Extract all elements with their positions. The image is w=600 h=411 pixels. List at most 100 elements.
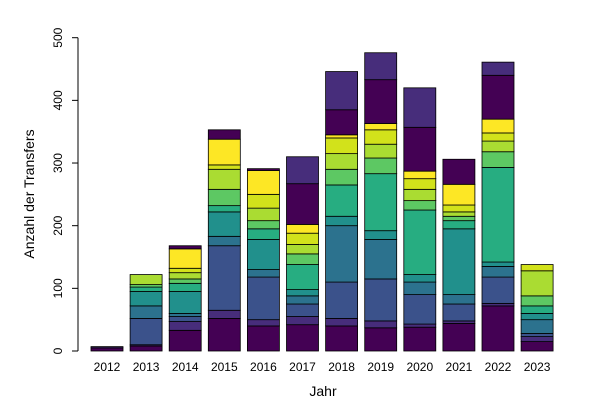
bar-segment-2016-3: [246, 269, 280, 278]
bar-segment-2021-3: [442, 294, 476, 305]
bar-segment-2018-7: [325, 153, 359, 170]
y-tick-label-200: 200: [51, 215, 65, 235]
bars-group: [90, 52, 554, 352]
y-tick-label-0: 0: [51, 347, 65, 354]
bar-segment-2018-3: [325, 225, 359, 283]
bar-segment-2022-2: [481, 276, 515, 304]
bar-segment-2017-8: [286, 232, 319, 245]
bar-segment-2016-10: [246, 168, 280, 171]
bar-segment-2016-9: [246, 170, 280, 195]
bar-segment-2015-6: [207, 188, 241, 207]
bar-segment-2018-6: [325, 168, 359, 186]
bar-segment-2015-8: [207, 164, 241, 170]
y-tick-label-500: 500: [51, 27, 65, 47]
bar-segment-2020-5: [403, 209, 437, 275]
bar-segment-2016-4: [246, 239, 280, 270]
bar-segment-2022-7: [481, 140, 515, 153]
y-tick-label-300: 300: [51, 153, 65, 173]
x-tick-label-2022: 2022: [485, 360, 512, 374]
bar-segment-2021-4: [442, 228, 476, 295]
bar-segment-2018-11: [325, 71, 359, 111]
y-tick-label-400: 400: [51, 90, 65, 110]
bar-segment-2015-1: [207, 309, 241, 319]
x-tick-label-2023: 2023: [524, 360, 551, 374]
bar-segment-2018-9: [325, 134, 359, 139]
bar-segment-2016-1: [246, 319, 280, 327]
bar-segment-2017-5: [286, 264, 319, 290]
bar-segment-2015-4: [207, 211, 241, 237]
bar-segment-2017-4: [286, 289, 319, 297]
bar-segment-2016-6: [246, 220, 280, 230]
bar-segment-2017-7: [286, 244, 319, 255]
bar-segment-2017-1: [286, 316, 319, 326]
bar-segment-2019-8: [364, 129, 398, 145]
bar-segment-2022-0: [481, 305, 515, 352]
bar-segment-2017-10: [286, 183, 319, 225]
bar-segment-2019-3: [364, 239, 398, 280]
bar-segment-2020-2: [403, 294, 437, 325]
bar-segment-2020-10: [403, 126, 437, 172]
bar-segment-2022-10: [481, 74, 515, 120]
bar-segment-2015-3: [207, 235, 241, 247]
bar-segment-2015-10: [207, 129, 241, 140]
bar-segment-2015-7: [207, 168, 241, 190]
x-tick-label-2016: 2016: [250, 360, 277, 374]
bar-segment-2021-8: [442, 204, 476, 213]
bar-segment-2018-2: [325, 281, 359, 319]
bar-segment-2014-8: [168, 267, 202, 274]
bar-segment-2018-0: [325, 325, 359, 352]
x-tick-label-2012: 2012: [94, 360, 121, 374]
bar-segment-2020-8: [403, 178, 437, 190]
bar-segment-2021-10: [442, 158, 476, 185]
bar-segment-2018-1: [325, 318, 359, 327]
bar-segment-2014-7: [168, 272, 202, 280]
bar-segment-2021-6: [442, 215, 476, 222]
bar-segment-2014-2: [168, 316, 202, 322]
bar-segment-2015-0: [207, 318, 241, 352]
bar-segment-2021-2: [442, 303, 476, 322]
bar-segment-2019-0: [364, 327, 398, 352]
bar-segment-2023-5: [520, 305, 554, 314]
bar-segment-2013-2: [129, 318, 163, 346]
bar-segment-2023-7: [520, 270, 554, 297]
bar-segment-2018-10: [325, 109, 359, 136]
bar-segment-2014-0: [168, 329, 202, 352]
bar-segment-2013-7: [129, 274, 163, 285]
bar-segment-2022-11: [481, 61, 515, 76]
x-axis-ticks: 2012 2013 2014 2015 2016 2017 2018 2019 2020 2021…: [94, 360, 551, 374]
bar-segment-2014-5: [168, 282, 202, 292]
bar-segment-2017-6: [286, 253, 319, 265]
bar-segment-2020-3: [403, 281, 437, 296]
bar-segment-2017-2: [286, 303, 319, 317]
bar-segment-2020-7: [403, 188, 437, 202]
bar-segment-2020-4: [403, 274, 437, 283]
bar-segment-2014-9: [168, 248, 202, 269]
bar-segment-2019-2: [364, 278, 398, 322]
bar-segment-2014-1: [168, 321, 202, 331]
bar-segment-2023-0: [520, 341, 554, 352]
bar-segment-2019-5: [364, 173, 398, 232]
bar-segment-2019-4: [364, 230, 398, 240]
bar-segment-2016-5: [246, 228, 280, 240]
y-axis-ticks: 0 100 200 300 400 500: [51, 27, 78, 354]
x-tick-label-2017: 2017: [289, 360, 316, 374]
bar-segment-2020-6: [403, 200, 437, 211]
bar-segment-2021-5: [442, 220, 476, 230]
y-axis-title: Anzahl der Transfers: [21, 129, 37, 258]
bar-segment-2023-1: [520, 336, 554, 342]
bar-segment-2023-8: [520, 264, 554, 272]
x-tick-label-2021: 2021: [446, 360, 473, 374]
bar-segment-2021-0: [442, 323, 476, 352]
bar-segment-2022-3: [481, 266, 515, 278]
bar-segment-2017-9: [286, 224, 319, 234]
bar-segment-2018-4: [325, 215, 359, 227]
x-tick-label-2013: 2013: [133, 360, 160, 374]
bar-segment-2019-11: [364, 52, 398, 81]
bar-segment-2015-2: [207, 245, 241, 311]
bar-segment-2013-3: [129, 305, 163, 319]
bar-segment-2020-9: [403, 170, 437, 180]
bar-segment-2021-9: [442, 183, 476, 206]
bar-segment-2014-6: [168, 278, 202, 284]
bar-segment-2022-5: [481, 167, 515, 263]
